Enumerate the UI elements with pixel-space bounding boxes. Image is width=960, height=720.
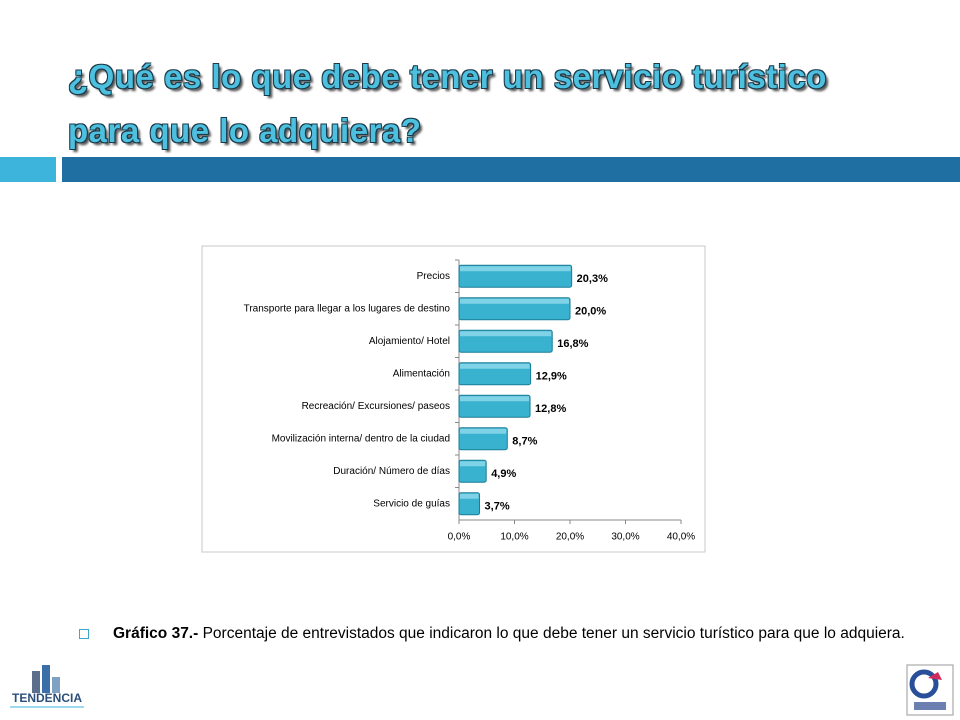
y-tick-label: Recreación/ Excursiones/ paseos: [302, 401, 450, 412]
y-tick-label: Precios: [417, 271, 450, 282]
chart-frame: [201, 245, 706, 553]
value-label: 12,9%: [536, 371, 567, 383]
logo-shape: [42, 665, 50, 693]
slide-title: para que lo adquiera?: [68, 112, 422, 149]
slide-title: ¿Qué es lo que debe tener un servicio tu…: [68, 58, 827, 95]
logo-shape: [909, 669, 939, 699]
caption-label: Gráfico 37.-: [113, 625, 199, 642]
logo-shape: [928, 672, 942, 680]
logo-shape: [52, 677, 60, 693]
header-block: [0, 157, 56, 182]
caption-text: Porcentaje de entrevistados que indicaro…: [202, 625, 905, 642]
logo-text: TENDENCIA: [12, 691, 82, 705]
bar-highlight: [460, 363, 530, 369]
logo-shape: [914, 702, 946, 710]
bar-highlight: [460, 266, 571, 272]
value-label: 4,9%: [491, 468, 516, 480]
y-tick-label: Duración/ Número de días: [333, 466, 450, 477]
x-tick-label: 20,0%: [556, 532, 584, 543]
bar-highlight: [460, 396, 530, 402]
logo-left: TENDENCIA: [10, 665, 84, 708]
value-label: 12,8%: [535, 403, 566, 415]
bar-highlight: [460, 331, 552, 337]
x-tick-label: 40,0%: [667, 532, 695, 543]
bar-highlight: [460, 428, 507, 434]
value-label: 20,0%: [575, 306, 606, 318]
bar-highlight: [460, 461, 486, 467]
value-label: 16,8%: [557, 338, 588, 350]
x-tick-label: 0,0%: [448, 532, 471, 543]
value-label: 20,3%: [577, 273, 608, 285]
caption: Gráfico 37.- Porcentaje de entrevistados…: [113, 622, 919, 646]
bar-highlight: [460, 493, 479, 499]
value-label: 8,7%: [512, 436, 537, 448]
bar-highlight: [460, 298, 569, 304]
value-label: 3,7%: [485, 501, 510, 513]
logo-shape: [32, 671, 40, 693]
y-tick-label: Alimentación: [393, 368, 450, 379]
y-tick-label: Movilización interna/ dentro de la ciuda…: [272, 433, 450, 444]
y-tick-label: Transporte para llegar a los lugares de …: [244, 303, 451, 314]
y-tick-label: Servicio de guías: [373, 498, 450, 509]
logo-right: [906, 664, 954, 716]
x-tick-label: 10,0%: [500, 532, 528, 543]
y-tick-label: Alojamiento/ Hotel: [369, 336, 450, 347]
header-bar: [62, 157, 960, 182]
x-tick-label: 30,0%: [611, 532, 639, 543]
bullet: [79, 629, 89, 639]
